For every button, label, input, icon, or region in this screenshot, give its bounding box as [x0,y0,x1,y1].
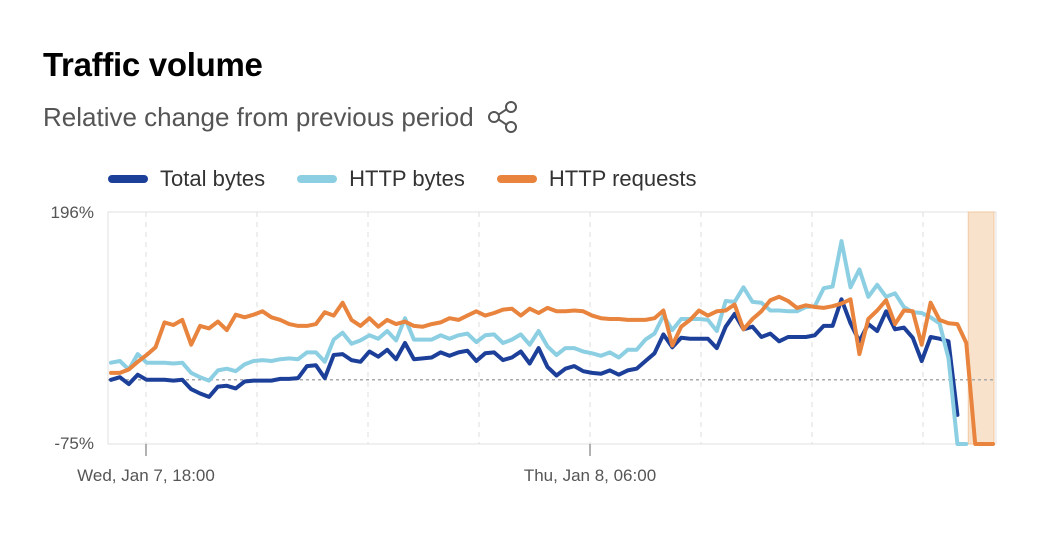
legend-swatch-http-bytes [297,175,338,183]
chart-subtitle: Relative change from previous period [43,101,474,132]
series-line-http-bytes[interactable] [109,239,969,446]
legend-label-total-bytes: Total bytes [160,166,266,191]
x-tick-label-1: Wed, Jan 7, 18:00 [77,466,215,485]
y-tick-label-bottom: -75% [54,434,94,453]
subtitle-row: Relative change from previous period [43,100,520,134]
chart-legend: Total bytes HTTP bytes HTTP requests [108,166,728,192]
legend-label-http-requests: HTTP requests [548,166,697,191]
x-tick-label-2: Thu, Jan 8, 06:00 [524,466,656,485]
series-line-total-bytes[interactable] [109,297,960,417]
grid-lines [145,212,924,444]
legend-swatch-http-requests [496,175,537,183]
chart-title: Traffic volume [43,46,263,83]
legend-item-http-requests[interactable]: HTTP requests [496,166,697,192]
legend-label-http-bytes: HTTP bytes [349,166,465,191]
series-line-http-requests[interactable] [109,294,995,446]
share-icon[interactable] [486,100,520,134]
legend-swatch-total-bytes [108,175,148,183]
series-layer [109,239,995,446]
share-icon-glyph [487,101,517,133]
legend-item-http-bytes[interactable]: HTTP bytes [297,166,465,192]
y-tick-label-top: 196% [51,203,94,222]
plot-area-border [107,211,997,445]
legend-item-total-bytes[interactable]: Total bytes [108,166,265,192]
